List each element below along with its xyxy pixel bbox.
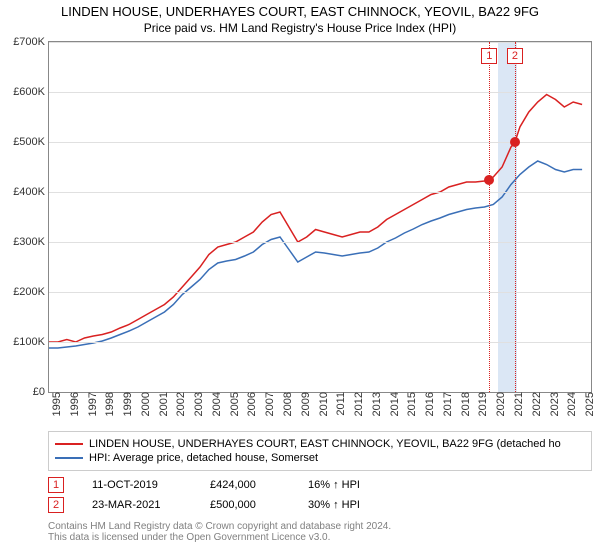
legend-swatch	[55, 443, 83, 445]
x-axis-label: 2002	[173, 392, 187, 416]
sale-marker-dot	[510, 137, 520, 147]
x-axis-label: 2022	[529, 392, 543, 416]
x-axis-label: 2018	[458, 392, 472, 416]
legend-swatch	[55, 457, 83, 459]
x-axis-label: 2008	[280, 392, 294, 416]
x-axis-label: 1998	[102, 392, 116, 416]
legend-item: LINDEN HOUSE, UNDERHAYES COURT, EAST CHI…	[55, 438, 585, 450]
chart-title: LINDEN HOUSE, UNDERHAYES COURT, EAST CHI…	[0, 0, 600, 19]
gridline	[49, 342, 591, 343]
attribution-text: Contains HM Land Registry data © Crown c…	[48, 521, 592, 543]
sale-row: 2 23-MAR-2021 £500,000 30% ↑ HPI	[48, 497, 592, 513]
x-axis-label: 1995	[49, 392, 63, 416]
x-axis-label: 2009	[298, 392, 312, 416]
gridline	[49, 242, 591, 243]
chart-container: LINDEN HOUSE, UNDERHAYES COURT, EAST CHI…	[0, 0, 600, 560]
x-axis-label: 2024	[564, 392, 578, 416]
sale-delta: 16% ↑ HPI	[308, 479, 398, 491]
attribution-line: This data is licensed under the Open Gov…	[48, 532, 592, 543]
x-axis-label: 2006	[244, 392, 258, 416]
sale-marker-dot	[484, 175, 494, 185]
x-axis-label: 1997	[85, 392, 99, 416]
x-axis-label: 2007	[262, 392, 276, 416]
sale-price: £424,000	[210, 479, 280, 491]
series-line-hpi	[49, 161, 582, 348]
x-axis-label: 2001	[156, 392, 170, 416]
plot-area: £0£100K£200K£300K£400K£500K£600K£700K199…	[48, 41, 592, 393]
y-axis-label: £0	[33, 386, 49, 398]
sale-marker-box: 1	[481, 48, 497, 64]
gridline	[49, 292, 591, 293]
attribution-line: Contains HM Land Registry data © Crown c…	[48, 521, 592, 532]
x-axis-label: 2020	[493, 392, 507, 416]
x-axis-label: 2012	[351, 392, 365, 416]
x-axis-label: 2010	[316, 392, 330, 416]
x-axis-label: 2023	[547, 392, 561, 416]
sale-marker-line	[489, 42, 490, 392]
x-axis-label: 2004	[209, 392, 223, 416]
gridline	[49, 192, 591, 193]
legend-label: LINDEN HOUSE, UNDERHAYES COURT, EAST CHI…	[89, 438, 561, 450]
x-axis-label: 2025	[582, 392, 596, 416]
sale-marker-line	[515, 42, 516, 392]
x-axis-label: 1996	[67, 392, 81, 416]
sale-row-marker: 1	[48, 477, 64, 493]
x-axis-label: 2003	[191, 392, 205, 416]
sale-price: £500,000	[210, 499, 280, 511]
x-axis-label: 2005	[227, 392, 241, 416]
y-axis-label: £700K	[13, 36, 49, 48]
x-axis-label: 2017	[440, 392, 454, 416]
x-axis-label: 2000	[138, 392, 152, 416]
x-axis-label: 2011	[333, 392, 347, 416]
chart-subtitle: Price paid vs. HM Land Registry's House …	[0, 19, 600, 41]
y-axis-label: £400K	[13, 186, 49, 198]
gridline	[49, 92, 591, 93]
x-axis-label: 2013	[369, 392, 383, 416]
y-axis-label: £600K	[13, 86, 49, 98]
x-axis-label: 2014	[387, 392, 401, 416]
line-series-svg	[49, 42, 591, 392]
series-line-price_paid	[49, 95, 582, 343]
y-axis-label: £300K	[13, 236, 49, 248]
y-axis-label: £100K	[13, 336, 49, 348]
sale-row-marker: 2	[48, 497, 64, 513]
sales-table: 1 11-OCT-2019 £424,000 16% ↑ HPI 2 23-MAR-202…	[48, 477, 592, 513]
y-axis-label: £500K	[13, 136, 49, 148]
legend-label: HPI: Average price, detached house, Some…	[89, 452, 318, 464]
y-axis-label: £200K	[13, 286, 49, 298]
x-axis-label: 2015	[404, 392, 418, 416]
sale-date: 23-MAR-2021	[92, 499, 182, 511]
x-axis-label: 1999	[120, 392, 134, 416]
sale-delta: 30% ↑ HPI	[308, 499, 398, 511]
legend: LINDEN HOUSE, UNDERHAYES COURT, EAST CHI…	[48, 431, 592, 471]
x-axis-label: 2021	[511, 392, 525, 416]
x-axis-label: 2019	[475, 392, 489, 416]
legend-item: HPI: Average price, detached house, Some…	[55, 452, 585, 464]
x-axis-label: 2016	[422, 392, 436, 416]
gridline	[49, 42, 591, 43]
sale-marker-box: 2	[507, 48, 523, 64]
sale-row: 1 11-OCT-2019 £424,000 16% ↑ HPI	[48, 477, 592, 493]
sale-date: 11-OCT-2019	[92, 479, 182, 491]
